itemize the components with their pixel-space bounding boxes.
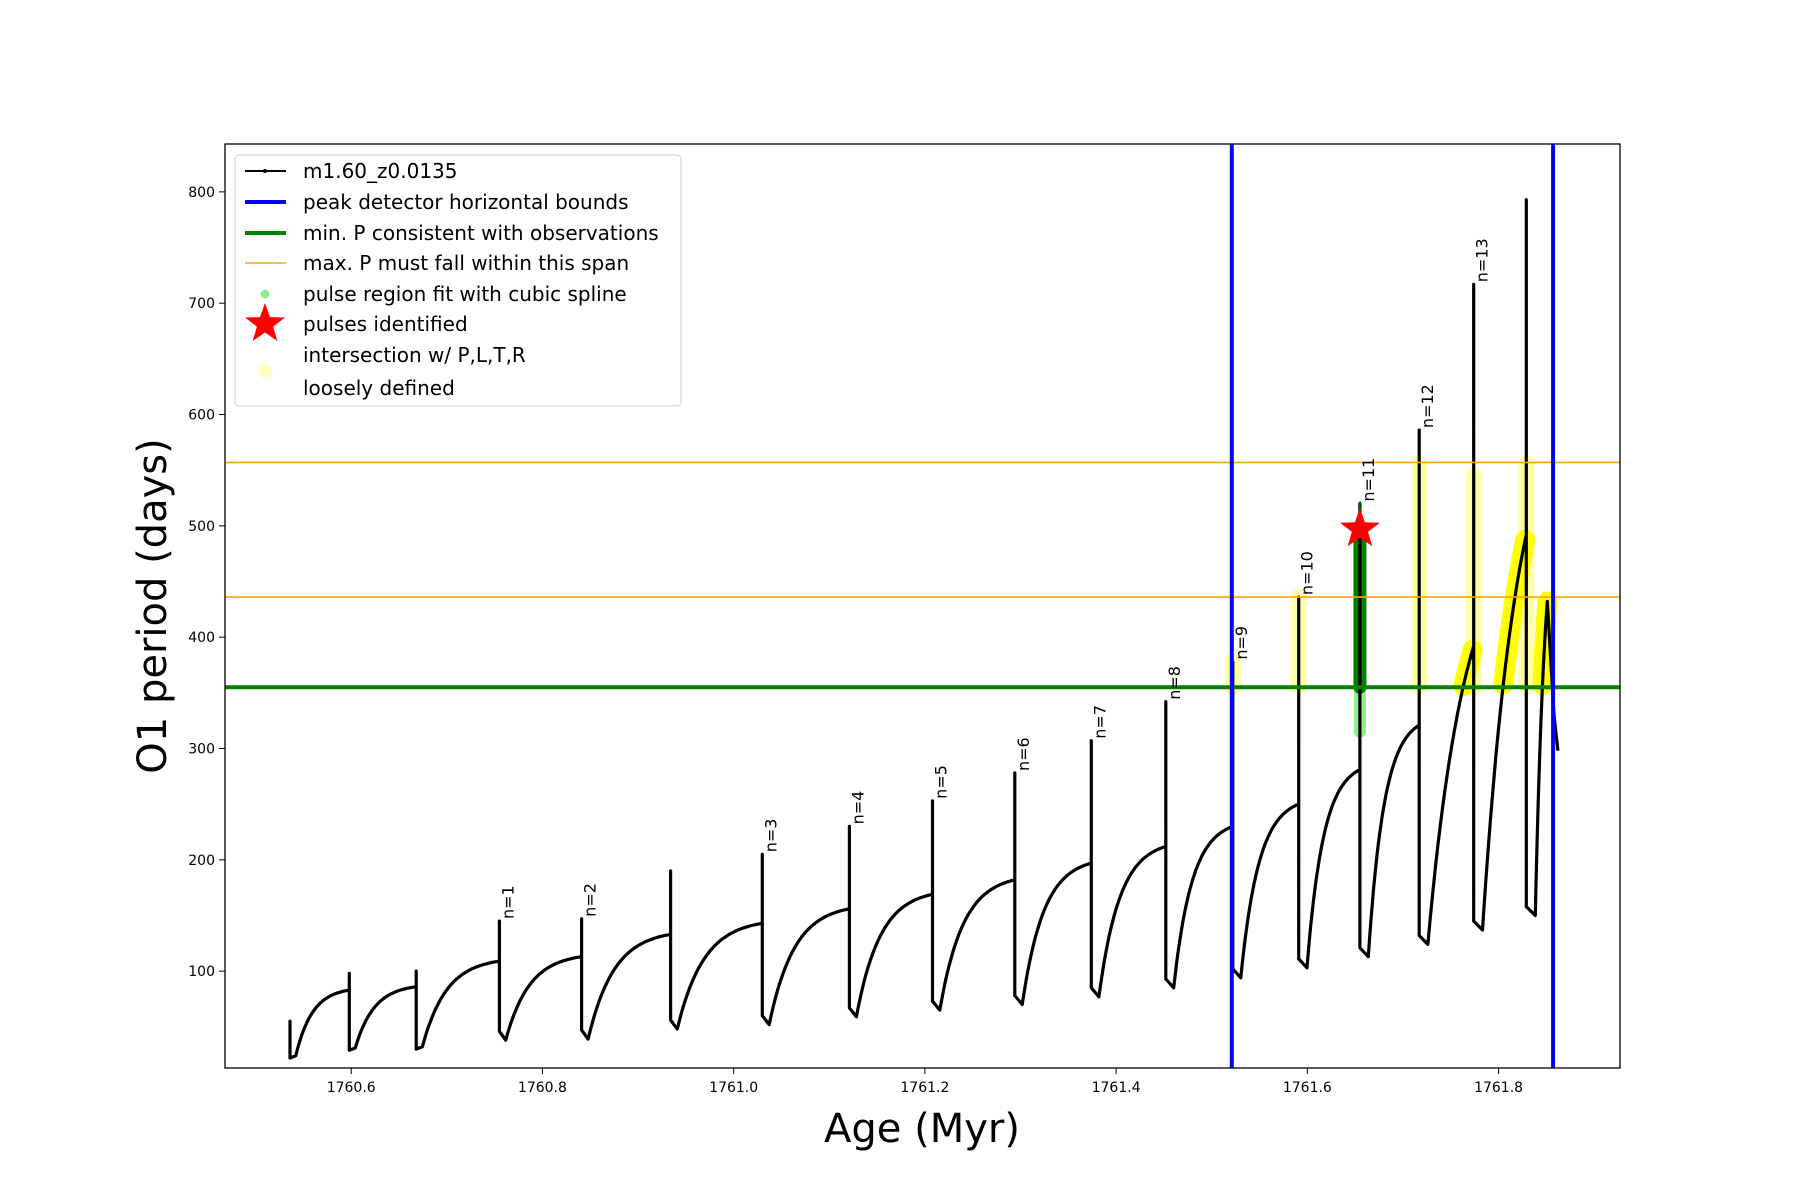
y-tick-label: 600 — [188, 408, 215, 424]
y-tick-label: 200 — [188, 853, 215, 869]
pulse-label: n=1 — [498, 885, 517, 919]
axes-frame — [224, 143, 1621, 1069]
y-axis: 100 200 300 400 500 600 700 800 — [188, 185, 225, 980]
pulse-label: n=12 — [1418, 384, 1437, 428]
legend-label: min. P consistent with observations — [303, 221, 659, 245]
x-tick-label: 1761.6 — [1283, 1080, 1332, 1096]
pulse-identified-star — [1340, 508, 1380, 547]
legend-label: pulses identified — [303, 312, 468, 336]
pulse-label: n=8 — [1165, 666, 1184, 700]
legend-dot-icon — [258, 364, 272, 378]
x-tick-label: 1761.0 — [709, 1080, 758, 1096]
x-tick-label: 1761.2 — [900, 1080, 949, 1096]
series-line — [288, 198, 1560, 1060]
legend-dot-icon — [260, 289, 270, 299]
pulse-label: n=3 — [761, 819, 780, 853]
legend-label: loosely defined — [303, 376, 455, 400]
pulse-label: n=7 — [1090, 705, 1109, 739]
y-tick-label: 100 — [188, 964, 215, 980]
y-tick-label: 500 — [188, 519, 215, 535]
x-tick-label: 1761.4 — [1092, 1080, 1141, 1096]
x-tick-label: 1761.8 — [1474, 1080, 1523, 1096]
y-tick-label: 400 — [188, 630, 215, 646]
pulse-label: n=11 — [1359, 458, 1378, 502]
x-tick-label: 1760.6 — [327, 1080, 376, 1096]
pulse-label: n=4 — [848, 791, 867, 825]
plot-content — [225, 144, 1620, 1068]
x-axis: 1760.6 1760.8 1761.0 1761.2 1761.4 1761.6 1761… — [327, 1068, 1523, 1096]
y-axis-label: O1 period (days) — [130, 438, 176, 773]
legend-marker-icon — [263, 169, 267, 173]
pulse-label: n=13 — [1473, 238, 1492, 282]
y-tick-label: 700 — [188, 296, 215, 312]
legend-label: peak detector horizontal bounds — [303, 190, 629, 214]
legend-star-icon — [245, 303, 285, 341]
legend-label: m1.60_z0.0135 — [303, 159, 458, 183]
pulse-label: n=10 — [1298, 551, 1317, 595]
legend-label: intersection w/ P,L,T,R — [303, 343, 526, 367]
pulse-label: n=5 — [932, 765, 951, 799]
y-tick-label: 300 — [188, 741, 215, 757]
pulse-label: n=2 — [581, 883, 600, 917]
y-tick-label: 800 — [188, 185, 215, 201]
x-axis-label: Age (Myr) — [824, 1106, 1020, 1152]
pulse-label: n=9 — [1232, 626, 1251, 660]
pulse-label: n=6 — [1014, 737, 1033, 771]
legend-label: pulse region fit with cubic spline — [303, 282, 627, 306]
legend-label: max. P must fall within this span — [303, 251, 629, 275]
x-tick-label: 1760.8 — [518, 1080, 567, 1096]
legend-frame — [234, 154, 682, 407]
plot-area: n=1 n=2 n=3 n=4 n=5 n=6 n=7 n=8 n=9 n=10 n=11 n=12 n… — [225, 144, 1620, 1068]
